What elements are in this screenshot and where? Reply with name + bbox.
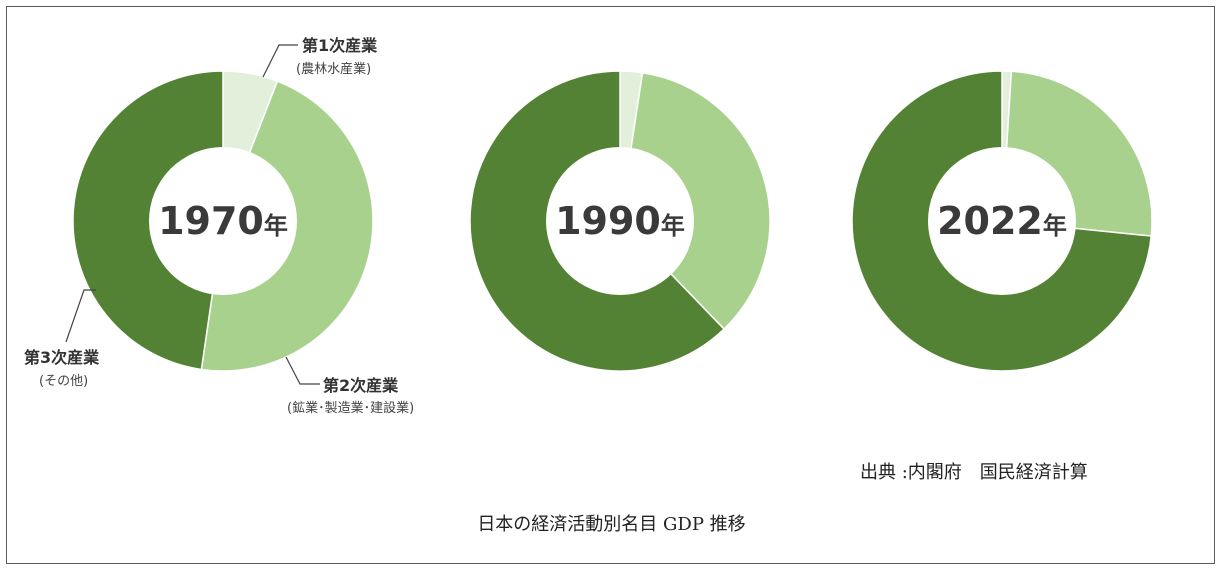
leader-line-tertiary [65, 289, 96, 343]
year-number-1970: 1970 [158, 199, 264, 243]
donut-hole-1970 [149, 147, 297, 295]
source-note: 出典 :内閣府 国民経済計算 [860, 462, 1088, 483]
label-tertiary-sub: (その他) [39, 374, 88, 389]
year-suffix-1990: 年 [661, 212, 685, 240]
donut-2022: 2022年 [851, 70, 1153, 372]
figure-caption: 日本の経済活動別名目 GDP 推移 [477, 514, 746, 535]
label-primary-name: 第1次産業 [302, 36, 378, 55]
donut-1990: 1990年 [469, 70, 771, 372]
year-suffix-1970: 年 [264, 212, 288, 240]
label-secondary-name: 第2次産業 [323, 376, 399, 395]
year-suffix-2022: 年 [1043, 212, 1067, 240]
slice-1990-secondary [619, 71, 771, 331]
donut-hole-1990 [546, 147, 694, 295]
slice-1970-tertiary [72, 70, 224, 371]
label-secondary-sub: (鉱業･製造業･建設業) [287, 400, 414, 416]
donut-hole-2022 [928, 147, 1076, 295]
donut-1970: 1970年 [72, 70, 374, 372]
label-primary-sub: (農林水産業) [296, 61, 371, 77]
year-number-1990: 1990 [555, 199, 661, 243]
year-label-2022: 2022年 [937, 199, 1067, 243]
year-number-2022: 2022 [937, 199, 1043, 243]
year-label-1970: 1970年 [158, 199, 288, 243]
year-label-1990: 1990年 [555, 199, 685, 243]
leader-line-primary [262, 44, 298, 78]
leader-line-secondary [285, 356, 320, 385]
label-tertiary-name: 第3次産業 [24, 348, 100, 367]
